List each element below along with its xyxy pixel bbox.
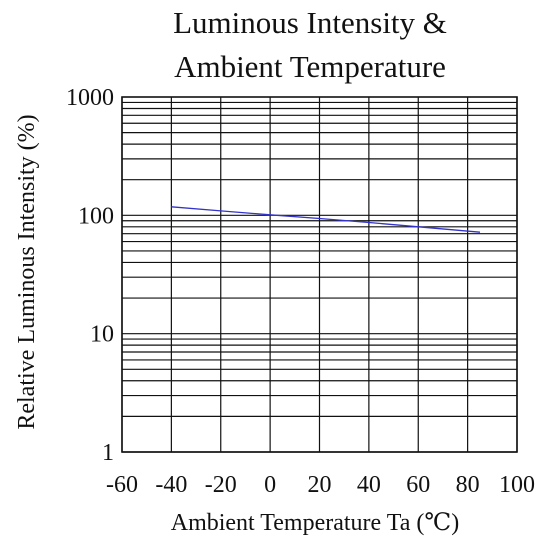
grid	[121, 97, 518, 453]
x-tick-label: 100	[499, 472, 535, 498]
series-line-0	[171, 206, 481, 233]
x-tick-label: 0	[264, 472, 276, 498]
chart-title-line-2: Ambient Temperature	[174, 49, 446, 84]
x-tick-label: 40	[357, 472, 381, 498]
x-tick-label: -60	[106, 472, 138, 498]
x-axis-ticks: -60 -40 -20 0 20 40 60 80 100	[106, 472, 535, 498]
x-axis-label: Ambient Temperature Ta (℃)	[171, 510, 460, 536]
y-tick-label: 10	[90, 322, 114, 348]
y-axis-label: Relative Luminous Intensity (%)	[14, 114, 40, 429]
y-tick-label: 1000	[66, 85, 114, 111]
series-layer	[171, 206, 481, 233]
x-tick-label: -20	[205, 472, 237, 498]
y-tick-label: 100	[78, 203, 114, 229]
plot-frame	[121, 96, 518, 453]
x-tick-label: 60	[406, 472, 430, 498]
x-tick-label: -40	[155, 472, 187, 498]
y-tick-label: 1	[102, 440, 114, 466]
chart-title-line-1: Luminous Intensity &	[173, 5, 447, 40]
x-tick-label: 20	[308, 472, 332, 498]
x-tick-label: 80	[456, 472, 480, 498]
y-axis-ticks: 1 10 100 1000	[66, 85, 114, 466]
